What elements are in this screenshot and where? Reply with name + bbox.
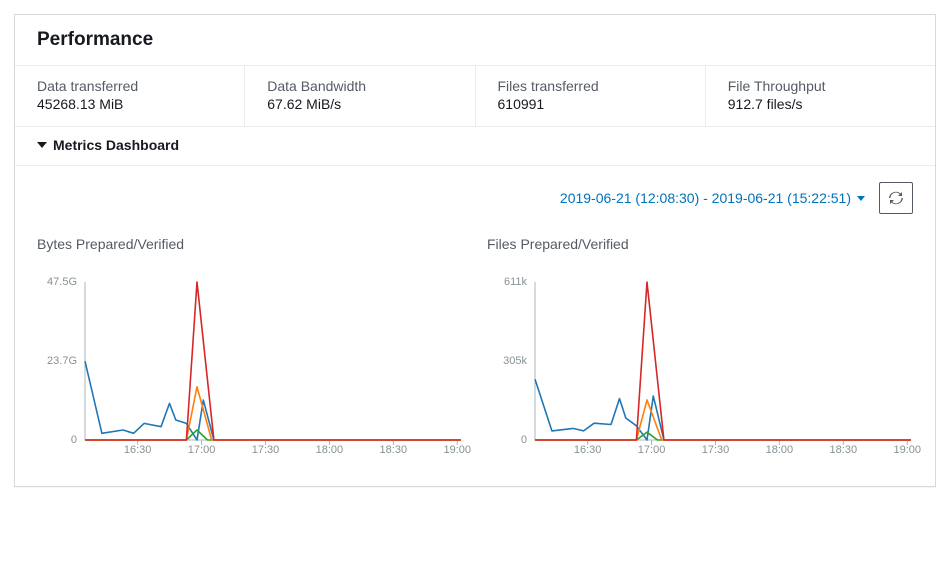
x-tick-label: 19:00 (443, 444, 471, 456)
metrics-dashboard-toggle[interactable]: Metrics Dashboard (15, 127, 935, 166)
y-tick-label: 0 (487, 434, 527, 446)
stat-value: 610991 (498, 96, 683, 112)
x-tick-label: 18:00 (766, 444, 794, 456)
stat-label: File Throughput (728, 78, 913, 94)
x-tick-label: 17:00 (638, 444, 666, 456)
series-orange (85, 387, 461, 440)
charts-row: Bytes Prepared/Verified 47.5G 23.7G 0 16:30… (15, 218, 935, 486)
stat-data-transferred: Data transferred 45268.13 MiB (15, 66, 245, 126)
chart-bytes: Bytes Prepared/Verified 47.5G 23.7G 0 16:30… (37, 236, 463, 460)
refresh-button[interactable] (879, 182, 913, 214)
series-red (85, 282, 461, 440)
panel-title: Performance (37, 29, 913, 51)
stat-files-transferred: Files transferred 610991 (476, 66, 706, 126)
refresh-icon (888, 190, 904, 206)
y-tick-label: 47.5G (37, 276, 77, 288)
stat-label: Data transferred (37, 78, 222, 94)
stat-data-bandwidth: Data Bandwidth 67.62 MiB/s (245, 66, 475, 126)
panel-header: Performance (15, 15, 935, 65)
x-tick-label: 18:30 (380, 444, 408, 456)
chart-title: Files Prepared/Verified (487, 236, 913, 252)
chart-files: Files Prepared/Verified 611k 305k 0 16:30 17… (487, 236, 913, 460)
caret-down-icon (37, 142, 47, 148)
controls-row: 2019-06-21 (12:08:30) - 2019-06-21 (15:2… (15, 166, 935, 218)
y-tick-label: 611k (487, 276, 527, 288)
chart-title: Bytes Prepared/Verified (37, 236, 463, 252)
time-range-text: 2019-06-21 (12:08:30) - 2019-06-21 (15:2… (560, 190, 851, 206)
stat-label: Data Bandwidth (267, 78, 452, 94)
series-red (535, 282, 911, 440)
y-tick-label: 0 (37, 434, 77, 446)
x-tick-label: 17:30 (252, 444, 280, 456)
chart-area: 47.5G23.7G016:3017:0017:3018:0018:3019:0… (37, 280, 463, 460)
dashboard-toggle-label: Metrics Dashboard (53, 137, 179, 153)
stat-value: 912.7 files/s (728, 96, 913, 112)
x-tick-label: 17:00 (188, 444, 216, 456)
performance-panel: Performance Data transferred 45268.13 Mi… (14, 14, 936, 487)
y-tick-label: 305k (487, 355, 527, 367)
caret-down-icon (857, 196, 865, 201)
series-green (85, 430, 461, 440)
stat-file-throughput: File Throughput 912.7 files/s (706, 66, 935, 126)
y-tick-label: 23.7G (37, 355, 77, 367)
x-tick-label: 18:30 (830, 444, 858, 456)
chart-area: 611k305k016:3017:0017:3018:0018:3019:00 (487, 280, 913, 460)
x-tick-label: 16:30 (574, 444, 602, 456)
stat-value: 67.62 MiB/s (267, 96, 452, 112)
stats-row: Data transferred 45268.13 MiB Data Bandw… (15, 65, 935, 127)
series-green (535, 432, 911, 440)
chart-svg (487, 280, 913, 460)
stat-value: 45268.13 MiB (37, 96, 222, 112)
x-tick-label: 18:00 (316, 444, 344, 456)
x-tick-label: 17:30 (702, 444, 730, 456)
x-tick-label: 16:30 (124, 444, 152, 456)
chart-svg (37, 280, 463, 460)
series-orange (535, 400, 911, 440)
x-tick-label: 19:00 (893, 444, 921, 456)
time-range-picker[interactable]: 2019-06-21 (12:08:30) - 2019-06-21 (15:2… (560, 190, 865, 206)
stat-label: Files transferred (498, 78, 683, 94)
